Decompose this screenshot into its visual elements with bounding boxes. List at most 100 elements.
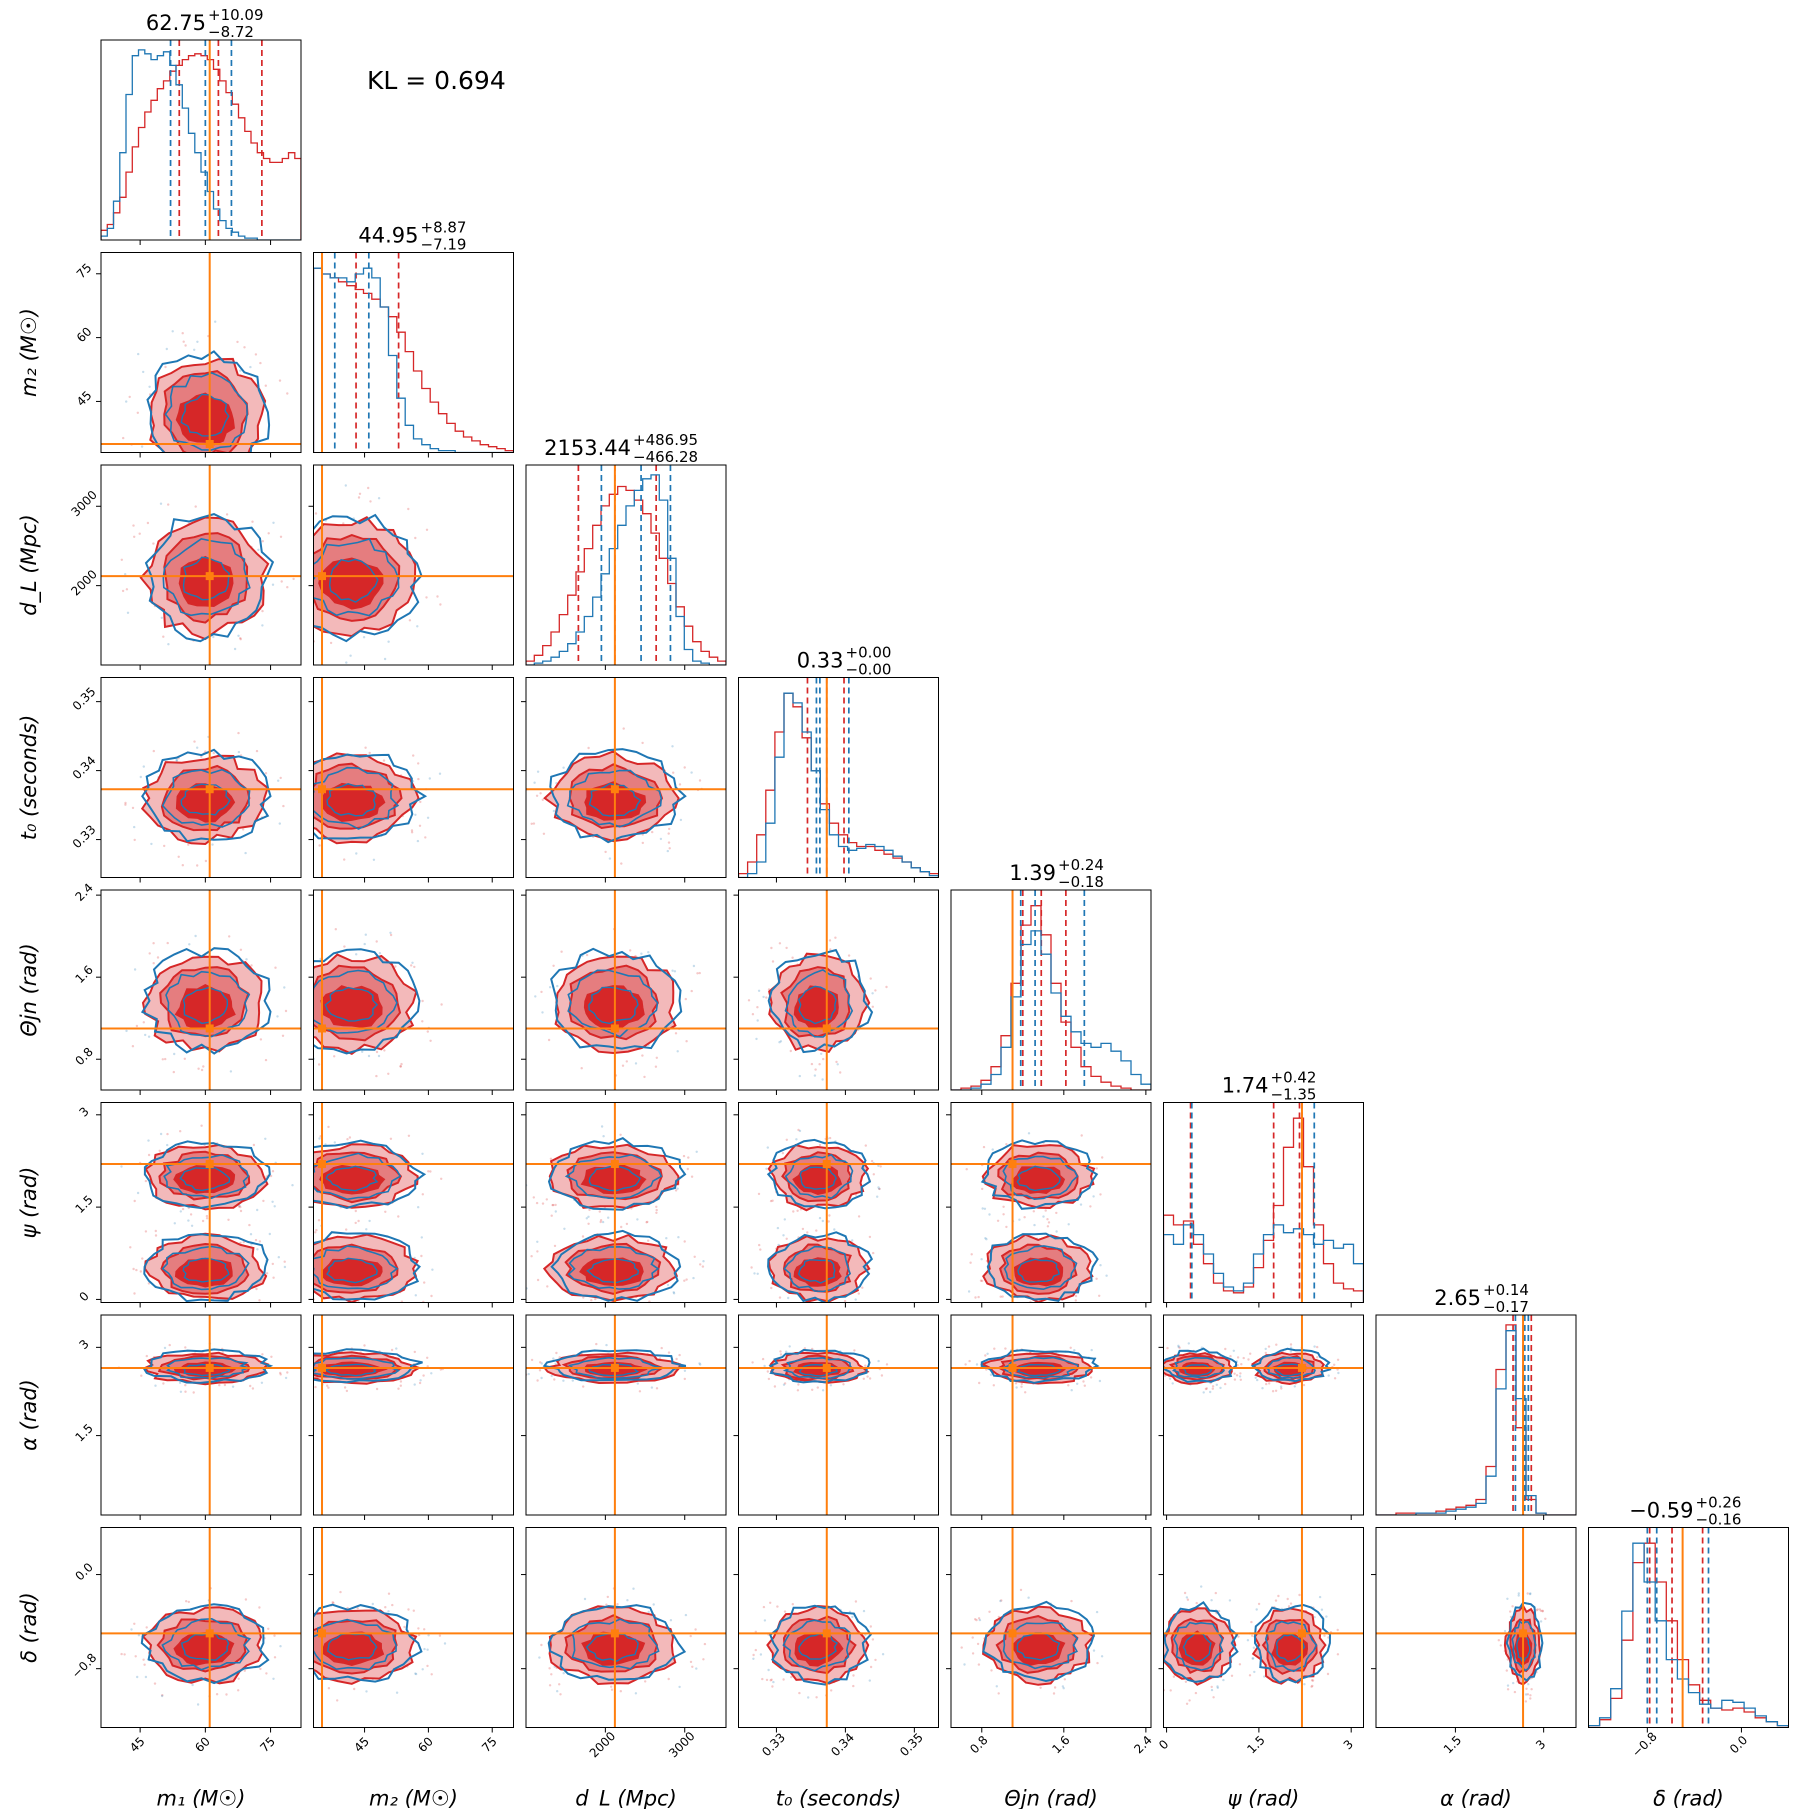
scatter-sample <box>414 536 417 540</box>
x-tick-label: 3 <box>1341 1737 1356 1752</box>
scatter-sample <box>269 1623 271 1625</box>
scatter-sample <box>771 1685 774 1688</box>
scatter-sample <box>975 1363 979 1366</box>
scatter-sample <box>213 480 215 482</box>
scatter-sample <box>264 1058 268 1062</box>
histogram-blue-line <box>101 49 301 240</box>
x-tick-label: 0 <box>1156 1737 1171 1752</box>
scatter-sample <box>389 1137 393 1141</box>
scatter-sample <box>796 1389 800 1392</box>
y-tick-label: 45 <box>74 388 95 409</box>
scatter-sample <box>1096 1661 1099 1665</box>
scatter-sample <box>1268 1382 1271 1385</box>
scatter-sample <box>773 1385 777 1388</box>
contour-blue-outer <box>1505 1601 1544 1682</box>
scatter-sample <box>1047 1221 1051 1224</box>
histogram-title-median: 44.95 <box>358 224 418 248</box>
scatter-sample <box>695 1667 698 1670</box>
scatter-sample <box>175 758 178 762</box>
scatter-sample <box>854 1600 858 1603</box>
scatter-sample <box>871 992 874 995</box>
scatter-sample <box>977 1295 980 1299</box>
scatter-sample <box>549 1157 553 1161</box>
scatter-sample <box>125 1029 128 1033</box>
panel-content <box>313 1102 514 1303</box>
scatter-sample <box>173 1052 176 1056</box>
scatter-sample <box>122 436 125 440</box>
scatter-sample <box>274 763 276 765</box>
panel-frame <box>313 1527 514 1728</box>
scatter-sample <box>857 1292 860 1295</box>
scatter-sample <box>1526 1592 1529 1595</box>
scatter-sample <box>600 1125 604 1128</box>
scatter-sample <box>438 1634 442 1637</box>
scatter-sample <box>751 1361 754 1364</box>
scatter-sample <box>755 1037 758 1041</box>
contour-blue-middle <box>1172 1621 1224 1671</box>
scatter-sample <box>1249 1352 1252 1355</box>
x-tick-label: 1.5 <box>1441 1733 1464 1756</box>
scatter-sample <box>368 751 371 755</box>
scatter-sample <box>540 1643 543 1647</box>
histogram-blue-line <box>738 692 939 878</box>
scatter-sample <box>821 1078 824 1081</box>
scatter-sample <box>1042 1215 1045 1218</box>
contour-blue-middle <box>161 1617 252 1671</box>
scatter-sample <box>1144 1639 1146 1641</box>
scatter-sample <box>215 1693 219 1696</box>
contour-blue-middle <box>313 1152 402 1201</box>
scatter-sample <box>866 1375 869 1378</box>
panel-content <box>738 677 939 878</box>
contour-blue-inner <box>325 1165 379 1192</box>
scatter-sample <box>399 1384 402 1387</box>
scatter-sample <box>667 1677 670 1681</box>
truth-marker <box>822 1629 831 1638</box>
scatter-sample <box>391 1603 394 1607</box>
scatter-sample <box>1089 1376 1093 1379</box>
scatter-sample <box>261 624 264 627</box>
scatter-sample <box>553 1378 556 1381</box>
scatter-sample <box>264 384 267 387</box>
scatter-sample <box>1235 1374 1239 1377</box>
scatter-sample <box>678 1685 681 1689</box>
scatter-sample <box>201 1219 205 1223</box>
scatter-sample <box>232 454 234 456</box>
scatter-sample <box>683 766 686 769</box>
scatter-sample <box>981 1207 984 1210</box>
truth-marker <box>1008 1363 1017 1372</box>
scatter-sample <box>532 822 536 825</box>
panel-frame <box>100 1102 302 1303</box>
scatter-sample <box>1099 1264 1102 1267</box>
scatter-sample <box>861 1286 864 1289</box>
scatter-sample <box>1506 1688 1510 1691</box>
scatter-sample <box>877 1359 880 1363</box>
panel-content <box>526 1315 726 1515</box>
scatter-sample <box>257 548 260 551</box>
contour-blue-outer <box>1253 1603 1332 1684</box>
scatter-sample <box>629 949 632 952</box>
contour-blue-inner <box>180 393 230 437</box>
contour-blue-outer <box>313 1603 423 1683</box>
scatter-sample <box>421 1152 424 1156</box>
scatter-sample <box>250 964 253 967</box>
scatter-sample <box>989 1373 993 1377</box>
scatter-sample <box>311 827 313 829</box>
scatter-sample <box>684 1613 688 1617</box>
scatter-sample <box>679 818 683 822</box>
scatter-sample <box>152 542 155 545</box>
scatter-sample <box>1250 1620 1253 1624</box>
scatter-sample <box>1177 1345 1180 1349</box>
x-tick-label: 0.35 <box>897 1730 926 1759</box>
scatter-sample <box>559 1693 562 1696</box>
x-tick-label: 60 <box>192 1734 213 1755</box>
scatter-sample <box>205 1217 209 1220</box>
contour-blue-outer <box>1250 1347 1332 1383</box>
scatter-sample <box>1020 1385 1023 1388</box>
scatter-sample <box>1184 1680 1188 1684</box>
scatter-sample <box>1513 1690 1517 1694</box>
scatter-sample <box>159 502 163 505</box>
scatter-sample <box>395 1347 398 1350</box>
scatter-sample <box>423 1647 426 1651</box>
scatter-sample <box>411 961 414 964</box>
scatter-sample <box>698 971 701 975</box>
